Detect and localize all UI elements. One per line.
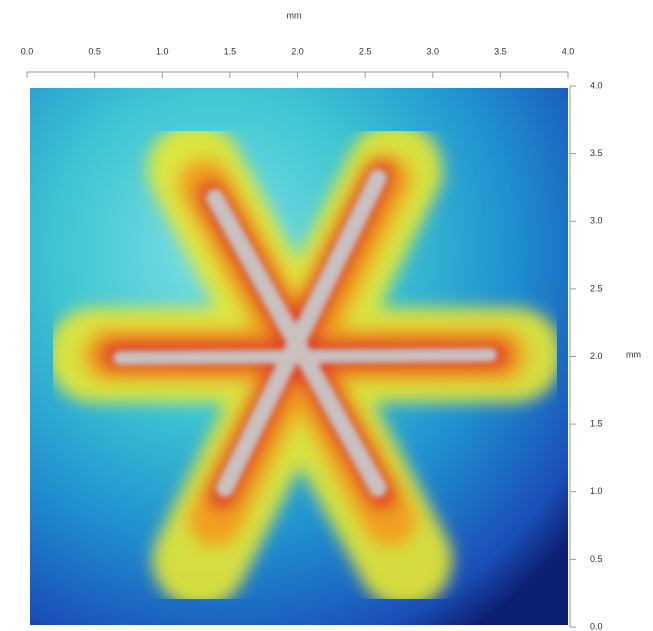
y-tick-label: 1.5: [590, 419, 603, 429]
x-tick-label: 4.0: [562, 46, 575, 56]
surface-image: [30, 88, 568, 625]
y-tick-label: 2.5: [590, 283, 603, 293]
y-tick-label: 0.0: [590, 621, 603, 631]
x-tick-label: 0.0: [21, 46, 34, 56]
y-tick-label: 0.5: [590, 554, 603, 564]
x-axis-label: mm: [287, 10, 302, 20]
x-tick-label: 0.5: [88, 46, 101, 56]
x-tick-label: 3.5: [494, 46, 507, 56]
x-tick-label: 1.0: [156, 46, 169, 56]
y-tick-label: 1.0: [590, 486, 603, 496]
x-tick-label: 1.5: [224, 46, 237, 56]
x-tick-label: 3.0: [426, 46, 439, 56]
y-tick-label: 4.0: [590, 80, 603, 90]
x-tick-label: 2.0: [291, 46, 304, 56]
x-tick-label: 2.5: [359, 46, 372, 56]
y-axis-label: mm: [626, 349, 641, 359]
y-tick-label: 3.5: [590, 148, 603, 158]
y-tick-label: 3.0: [590, 216, 603, 226]
y-tick-label: 2.0: [590, 351, 603, 361]
